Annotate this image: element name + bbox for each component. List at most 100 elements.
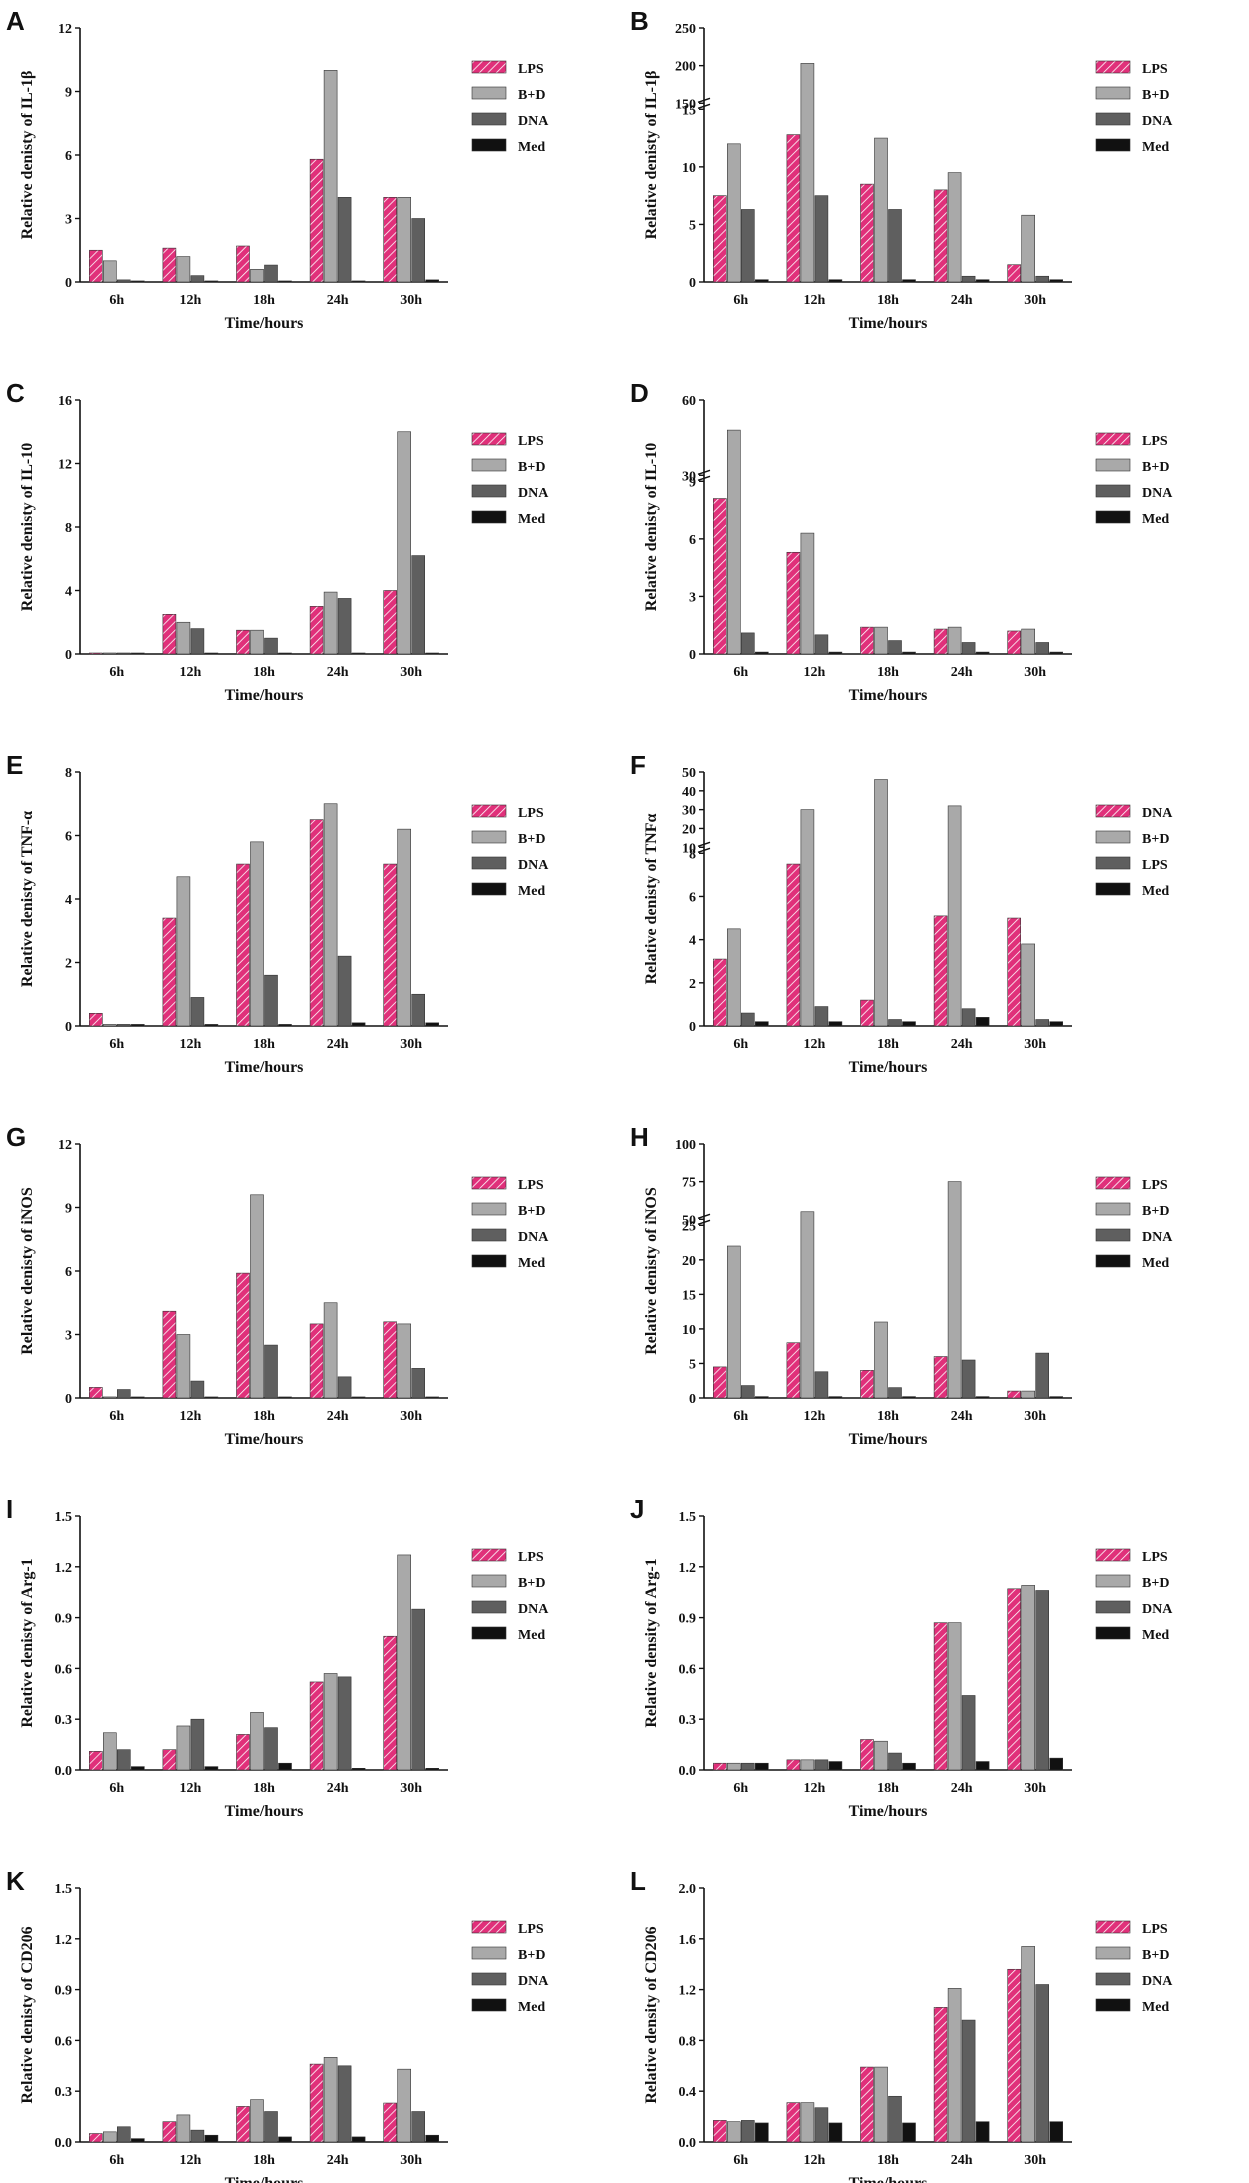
legend-swatch bbox=[471, 138, 507, 152]
bar-bplusd-24h bbox=[323, 2057, 338, 2143]
x-tick-label: 24h bbox=[951, 1781, 973, 1796]
y-axis-title: Relative density of CD206 bbox=[643, 1926, 660, 2103]
legend-swatch bbox=[471, 484, 507, 498]
axis-break-mark bbox=[697, 469, 711, 475]
legend-label: B+D bbox=[1142, 88, 1169, 103]
x-tick-label: 30h bbox=[1024, 1409, 1046, 1424]
bar-med-18h bbox=[902, 279, 916, 283]
x-tick-label: 12h bbox=[180, 1037, 202, 1052]
bar-dna-6h bbox=[741, 209, 755, 283]
legend-label: Med bbox=[1142, 1628, 1169, 1643]
bar-lps-18h bbox=[236, 245, 250, 283]
bar-dna-24h bbox=[337, 1676, 352, 1771]
legend-swatch bbox=[471, 1228, 507, 1242]
bar-dna-6h bbox=[713, 958, 727, 1027]
bar-med-18h bbox=[278, 1762, 292, 1771]
x-tick-label: 6h bbox=[109, 665, 124, 680]
bar-bplusd-18h bbox=[250, 268, 264, 283]
x-tick-label: 30h bbox=[1024, 665, 1046, 680]
y-axis-title: Relative denisty of IL-1β bbox=[19, 71, 36, 240]
bar-bplusd-6h bbox=[727, 928, 741, 1027]
x-axis-title: Time/hours bbox=[849, 315, 928, 332]
bar-lps-24h bbox=[309, 1681, 324, 1771]
bar-bplusd-12h bbox=[800, 1759, 815, 1771]
bar-dna-24h bbox=[337, 1376, 352, 1399]
bar-lps-6h bbox=[713, 1366, 727, 1399]
y-tick-label: 0.8 bbox=[679, 2034, 697, 2049]
legend-label: LPS bbox=[518, 806, 544, 821]
y-axis-title: Relative density of Arg-1 bbox=[643, 1558, 660, 1727]
bar-lps-18h bbox=[860, 626, 874, 655]
bar-dna-30h bbox=[1035, 275, 1050, 283]
x-tick-label: 24h bbox=[327, 1409, 349, 1424]
bar-med-30h bbox=[425, 2134, 440, 2143]
bar-med-18h bbox=[278, 652, 292, 655]
y-tick-label: 1.2 bbox=[679, 1561, 697, 1576]
bar-dna-24h bbox=[961, 275, 976, 283]
y-tick-label: 0.3 bbox=[679, 1713, 697, 1728]
bar-lps-6h bbox=[713, 1762, 727, 1771]
y-tick-label: 0.4 bbox=[679, 2085, 697, 2100]
bar-lps-6h bbox=[89, 1751, 103, 1771]
bar-med-18h bbox=[902, 1762, 916, 1771]
x-tick-label: 18h bbox=[253, 2153, 275, 2168]
bar-bplusd-24h bbox=[323, 591, 338, 655]
bar-dna-18h bbox=[264, 1344, 278, 1399]
legend-swatch bbox=[1095, 1946, 1131, 1960]
x-tick-label: 6h bbox=[109, 1037, 124, 1052]
legend-swatch bbox=[1095, 138, 1131, 152]
y-tick-label: 250 bbox=[675, 22, 696, 37]
legend-swatch bbox=[1095, 458, 1131, 472]
bar-lps-24h bbox=[933, 189, 948, 283]
bar-med-24h bbox=[975, 279, 990, 283]
legend-label: DNA bbox=[1142, 806, 1173, 821]
bar-med-24h bbox=[975, 651, 990, 655]
y-tick-label: 40 bbox=[682, 785, 696, 800]
y-tick-label: 6 bbox=[65, 830, 72, 845]
x-tick-label: 18h bbox=[877, 1037, 899, 1052]
bar-med-6h bbox=[755, 1021, 769, 1027]
bar-bplusd-30h bbox=[1021, 1390, 1036, 1399]
y-tick-label: 3 bbox=[65, 213, 72, 228]
x-tick-label: 18h bbox=[253, 665, 275, 680]
legend-swatch bbox=[471, 510, 507, 524]
legend-swatch bbox=[1095, 1176, 1131, 1190]
legend-swatch bbox=[1095, 856, 1131, 870]
bar-med-18h bbox=[902, 1396, 916, 1399]
bar-bplusd-24h bbox=[947, 172, 962, 283]
panel-letter: B bbox=[630, 6, 649, 36]
x-tick-label: 6h bbox=[109, 293, 124, 308]
x-tick-label: 24h bbox=[951, 293, 973, 308]
bar-dna-6h bbox=[117, 279, 131, 283]
panel-letter: H bbox=[630, 1122, 649, 1152]
x-tick-label: 30h bbox=[1024, 293, 1046, 308]
x-tick-label: 12h bbox=[804, 665, 826, 680]
legend-swatch bbox=[1095, 804, 1131, 818]
bar-bplusd-30h bbox=[1021, 1946, 1036, 2143]
legend-swatch bbox=[471, 1574, 507, 1588]
legend-label: B+D bbox=[1142, 460, 1169, 475]
bar-dna-12h bbox=[190, 2129, 205, 2143]
y-tick-label: 0.6 bbox=[55, 1662, 73, 1677]
bar-bplusd-6h bbox=[727, 143, 741, 283]
legend-label: Med bbox=[518, 1628, 545, 1643]
bar-dna-30h bbox=[1007, 917, 1022, 1027]
x-axis-title: Time/hours bbox=[225, 2175, 304, 2183]
x-tick-label: 24h bbox=[327, 2153, 349, 2168]
legend-swatch bbox=[1095, 1574, 1131, 1588]
bar-bplusd-18h bbox=[874, 1740, 888, 1771]
legend-swatch bbox=[1095, 1600, 1131, 1614]
bar-dna-18h bbox=[264, 264, 278, 283]
legend-swatch bbox=[1095, 112, 1131, 126]
bar-lps-30h bbox=[383, 2102, 398, 2143]
bar-med-12h bbox=[204, 280, 219, 283]
y-tick-label: 25 bbox=[682, 1219, 696, 1234]
y-axis-title: Relative denisty of TNFα bbox=[643, 814, 660, 985]
bar-bplusd-12h bbox=[800, 532, 815, 655]
legend-swatch bbox=[471, 1920, 507, 1934]
legend-label: Med bbox=[518, 140, 545, 155]
x-tick-label: 18h bbox=[877, 1409, 899, 1424]
x-axis-title: Time/hours bbox=[225, 687, 304, 704]
bar-dna-18h bbox=[860, 999, 874, 1027]
legend-label: LPS bbox=[1142, 1550, 1168, 1565]
